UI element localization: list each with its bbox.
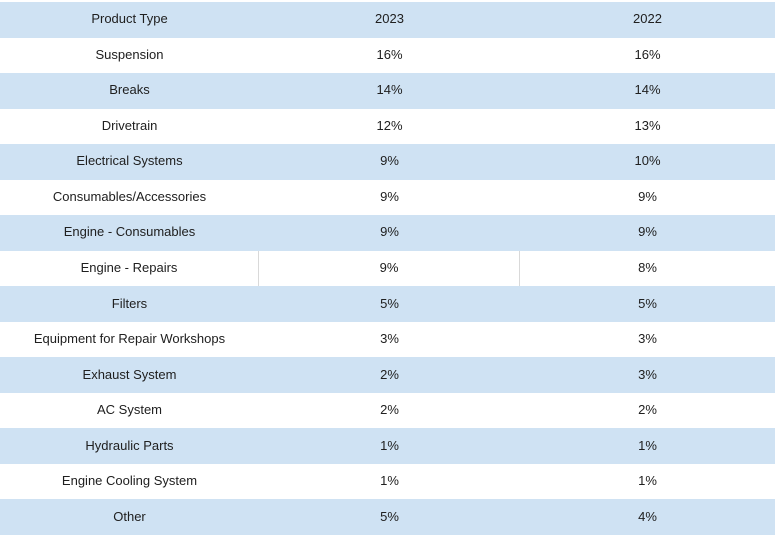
value-2023-cell: 16% <box>376 46 403 62</box>
value-2022-cell: 10% <box>634 153 661 169</box>
table-row: Engine - Repairs 9% 8% <box>0 250 775 287</box>
value-2023-cell: 5% <box>380 295 399 311</box>
value-2023-cell: 9% <box>380 188 399 204</box>
product-cell: AC System <box>96 402 162 418</box>
product-cell: Engine Cooling System <box>61 473 198 489</box>
value-2022-cell: 14% <box>634 82 661 98</box>
table-row: Consumables/Accessories 9% 9% <box>0 179 775 216</box>
table-row: Electrical Systems 9% 10% <box>0 144 775 180</box>
value-2023-cell: 5% <box>380 508 399 524</box>
header-cell-product-type: Product Type <box>91 11 168 27</box>
header-cell-2022: 2022 <box>633 11 662 27</box>
product-cell: Consumables/Accessories <box>52 188 207 204</box>
product-cell: Breaks <box>109 82 150 98</box>
value-2022-cell: 2% <box>638 402 657 418</box>
value-2023-cell: 1% <box>380 437 399 453</box>
value-2022-cell: 9% <box>638 224 657 240</box>
value-2023-cell: 2% <box>380 366 399 382</box>
value-2022-cell: 8% <box>638 260 657 276</box>
value-2022-cell: 5% <box>638 295 657 311</box>
product-cell: Engine - Repairs <box>0 250 259 287</box>
value-2022-cell: 4% <box>638 508 657 524</box>
value-2022-cell: 3% <box>638 331 657 347</box>
table-row: Breaks 14% 14% <box>0 73 775 109</box>
value-2022-cell: 9% <box>638 188 657 204</box>
table-row: Other 5% 4% <box>0 499 775 535</box>
value-2023-cell: 9% <box>380 153 399 169</box>
value-2022-cell: 16% <box>634 46 661 62</box>
table-row: Filters 5% 5% <box>0 286 775 322</box>
value-2023-cell: 2% <box>380 402 399 418</box>
table-row: Engine - Consumables 9% 9% <box>0 215 775 251</box>
value-2023-cell: 14% <box>376 82 403 98</box>
value-2023-cell: 3% <box>380 331 399 347</box>
value-2022-cell: 13% <box>634 117 661 133</box>
product-cell: Electrical Systems <box>76 153 183 169</box>
table-row: Engine Cooling System 1% 1% <box>0 463 775 500</box>
product-cell: Hydraulic Parts <box>85 437 174 453</box>
table-row: Exhaust System 2% 3% <box>0 357 775 393</box>
value-2023-cell: 9% <box>380 224 399 240</box>
product-cell: Other <box>113 508 146 524</box>
value-2023-cell: 9% <box>259 250 520 287</box>
product-cell: Drivetrain <box>101 117 158 133</box>
product-cell: Filters <box>111 295 148 311</box>
product-cell: Exhaust System <box>82 366 177 382</box>
value-2022-cell: 1% <box>638 473 657 489</box>
value-2023-cell: 12% <box>376 117 403 133</box>
product-cell: Engine - Consumables <box>63 224 196 240</box>
table-row: Hydraulic Parts 1% 1% <box>0 428 775 464</box>
header-cell-2023: 2023 <box>375 11 404 27</box>
product-cell: Suspension <box>95 46 164 62</box>
table-row: Suspension 16% 16% <box>0 37 775 74</box>
table-row: Drivetrain 12% 13% <box>0 108 775 145</box>
table-row: AC System 2% 2% <box>0 392 775 429</box>
value-2023-cell: 1% <box>380 473 399 489</box>
value-2022-cell: 1% <box>638 437 657 453</box>
table-header-row: Product Type 2023 2022 <box>0 2 775 38</box>
product-cell: Equipment for Repair Workshops <box>33 331 226 347</box>
table-row: Equipment for Repair Workshops 3% 3% <box>0 321 775 358</box>
value-2022-cell: 3% <box>638 366 657 382</box>
